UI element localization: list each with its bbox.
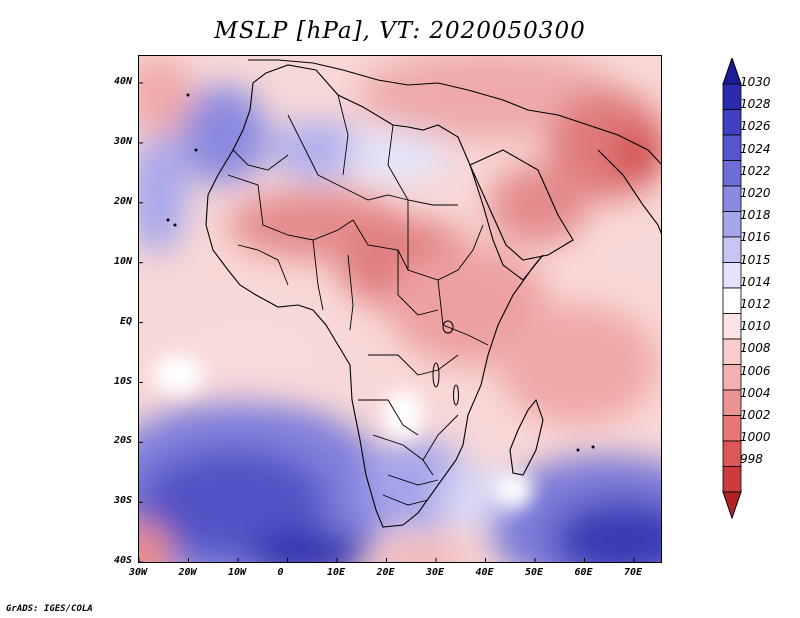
y-tick-label: 10S [113,375,132,387]
x-tick-label: 10E [327,567,346,578]
legend-level-label: 1030 [740,75,771,89]
legend-swatch [722,389,742,416]
x-tick-label: 0 [277,567,284,578]
legend-swatch [722,134,742,161]
legend-level-label: 1000 [740,430,771,445]
legend-level-label: 998 [740,452,763,467]
y-tick-label: 40S [113,555,132,567]
legend-swatch [722,83,742,110]
legend-level-label: 1004 [740,385,771,400]
x-tick-label: 50E [525,567,544,578]
africa-coastline [205,64,544,528]
x-tick-label: 10W [228,567,247,578]
madagascar-outline [509,398,544,476]
legend-level-label: 1014 [740,274,771,289]
y-tick-label: 10N [113,255,132,267]
x-tick-label: 70E [624,567,643,578]
legend-swatch [722,262,742,289]
x-tick-label: 30E [426,567,445,578]
legend-swatch [722,236,742,263]
legend-level-label: 1018 [740,208,771,223]
legend-swatch [722,160,742,187]
legend-level-label: 1020 [740,186,771,200]
x-tick-label: 60E [574,567,593,578]
legend-level-label: 1012 [740,297,771,311]
legend-swatch [722,287,742,314]
y-tick-label: 40N [113,76,132,87]
y-tick-label: 30S [113,495,132,507]
mslp-map [138,55,662,563]
legend-level-label: 1016 [740,230,771,245]
legend-top-arrow [722,58,742,85]
legend-level-label: 1002 [740,408,771,422]
y-tick-label: 20S [113,435,132,447]
x-tick-label: 30W [129,567,148,578]
y-tick-label: 30N [113,135,132,147]
legend-swatch [722,185,742,212]
legend-swatch [722,338,742,365]
legend-swatch [722,440,742,467]
legend-level-label: 1015 [740,252,771,267]
legend-level-label: 1024 [740,141,771,156]
color-legend [722,58,742,520]
x-tick-label: 20W [178,567,197,578]
grads-credit: GrADS: IGES/COLA [6,604,93,614]
map-frame [138,55,662,563]
legend-level-label: 1006 [740,363,771,378]
legend-swatch [722,364,742,391]
legend-level-label: 1026 [740,119,771,134]
legend-bottom-arrow [722,491,742,520]
legend-level-label: 1022 [740,163,771,178]
legend-swatch [722,415,742,442]
legend-level-label: 1008 [740,341,771,356]
legend-swatch [722,313,742,340]
legend-swatch [722,211,742,238]
map-title: MSLP [hPa], VT: 2020050300 [214,18,586,44]
x-tick-label: 40E [475,567,494,578]
legend-swatch [722,109,742,136]
x-tick-label: 20E [376,567,395,578]
y-tick-label: 20N [113,195,132,207]
arabia-outline [469,149,574,261]
legend-level-label: 1010 [740,319,771,334]
y-tick-label: EQ [119,315,132,327]
legend-swatch [722,466,742,493]
legend-level-label: 1028 [740,97,771,112]
